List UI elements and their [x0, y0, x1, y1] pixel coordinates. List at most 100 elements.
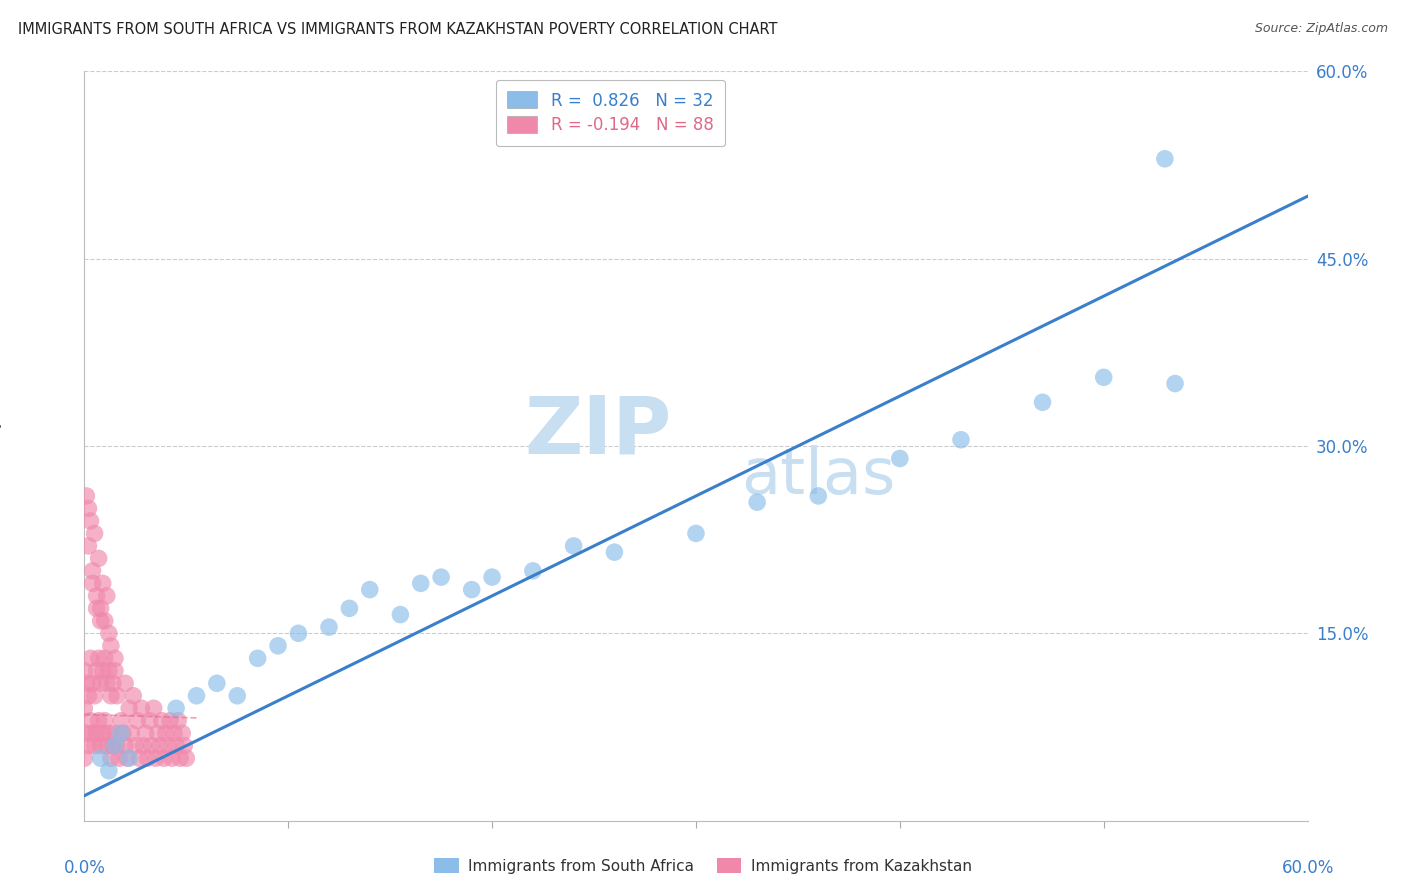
- Point: [96, 676, 118, 690]
- Point: [145, 751, 167, 765]
- Point: [226, 689, 249, 703]
- Point: [149, 739, 172, 753]
- Point: [87, 551, 110, 566]
- Point: [91, 726, 114, 740]
- Point: [1032, 395, 1054, 409]
- Point: [153, 751, 176, 765]
- Point: [339, 601, 361, 615]
- Text: ZIP: ZIP: [524, 392, 672, 470]
- Point: [950, 433, 973, 447]
- Point: [82, 564, 104, 578]
- Point: [90, 739, 112, 753]
- Point: [205, 676, 228, 690]
- Point: [110, 714, 132, 728]
- Point: [90, 751, 112, 765]
- Point: [246, 651, 269, 665]
- Point: [127, 714, 149, 728]
- Point: [104, 739, 127, 753]
- Point: [87, 651, 110, 665]
- Point: [562, 539, 585, 553]
- Point: [77, 501, 100, 516]
- Point: [79, 714, 101, 728]
- Point: [114, 739, 136, 753]
- Point: [91, 576, 114, 591]
- Point: [409, 576, 432, 591]
- Point: [136, 751, 159, 765]
- Point: [118, 701, 141, 715]
- Point: [112, 726, 135, 740]
- Point: [104, 664, 127, 678]
- Point: [93, 651, 115, 665]
- Point: [169, 751, 191, 765]
- Point: [97, 626, 120, 640]
- Point: [165, 701, 187, 715]
- Point: [172, 726, 194, 740]
- Point: [122, 689, 145, 703]
- Point: [79, 514, 101, 528]
- Point: [73, 701, 96, 715]
- Point: [142, 701, 165, 715]
- Point: [82, 726, 104, 740]
- Point: [115, 751, 138, 765]
- Point: [82, 576, 104, 591]
- Point: [160, 751, 183, 765]
- Point: [114, 676, 136, 690]
- Point: [97, 664, 120, 678]
- Text: IMMIGRANTS FROM SOUTH AFRICA VS IMMIGRANTS FROM KAZAKHSTAN POVERTY CORRELATION C: IMMIGRANTS FROM SOUTH AFRICA VS IMMIGRAN…: [18, 22, 778, 37]
- Point: [87, 714, 110, 728]
- Point: [165, 739, 187, 753]
- Point: [96, 589, 118, 603]
- Point: [267, 639, 290, 653]
- Point: [138, 714, 160, 728]
- Point: [132, 739, 155, 753]
- Text: Source: ZipAtlas.com: Source: ZipAtlas.com: [1254, 22, 1388, 36]
- Point: [146, 726, 169, 740]
- Point: [1164, 376, 1187, 391]
- Point: [91, 664, 114, 678]
- Point: [159, 714, 181, 728]
- Point: [82, 676, 104, 690]
- Point: [155, 726, 177, 740]
- Point: [96, 739, 118, 753]
- Point: [97, 726, 120, 740]
- Point: [75, 489, 97, 503]
- Point: [167, 714, 190, 728]
- Point: [108, 751, 131, 765]
- Legend: R =  0.826   N = 32, R = -0.194   N = 88: R = 0.826 N = 32, R = -0.194 N = 88: [495, 79, 725, 146]
- Point: [173, 739, 195, 753]
- Point: [287, 626, 309, 640]
- Text: atlas: atlas: [741, 445, 896, 507]
- Point: [86, 589, 108, 603]
- Point: [359, 582, 381, 597]
- Point: [100, 639, 122, 653]
- Point: [163, 726, 186, 740]
- Point: [807, 489, 830, 503]
- Legend: Immigrants from South Africa, Immigrants from Kazakhstan: Immigrants from South Africa, Immigrants…: [429, 852, 977, 880]
- Point: [83, 526, 105, 541]
- Point: [318, 620, 340, 634]
- Point: [77, 739, 100, 753]
- Point: [93, 614, 115, 628]
- Point: [105, 689, 128, 703]
- Point: [174, 751, 197, 765]
- Point: [522, 564, 544, 578]
- Point: [73, 664, 96, 678]
- Point: [389, 607, 412, 622]
- Point: [481, 570, 503, 584]
- Point: [128, 751, 150, 765]
- Point: [93, 714, 115, 728]
- Text: 0.0%: 0.0%: [63, 859, 105, 877]
- Point: [79, 651, 101, 665]
- Point: [100, 689, 122, 703]
- Point: [603, 545, 626, 559]
- Point: [83, 739, 105, 753]
- Point: [141, 739, 163, 753]
- Point: [77, 689, 100, 703]
- Point: [83, 689, 105, 703]
- Point: [75, 676, 97, 690]
- Point: [100, 751, 122, 765]
- Point: [120, 726, 142, 740]
- Point: [73, 751, 96, 765]
- Point: [90, 601, 112, 615]
- Point: [124, 739, 146, 753]
